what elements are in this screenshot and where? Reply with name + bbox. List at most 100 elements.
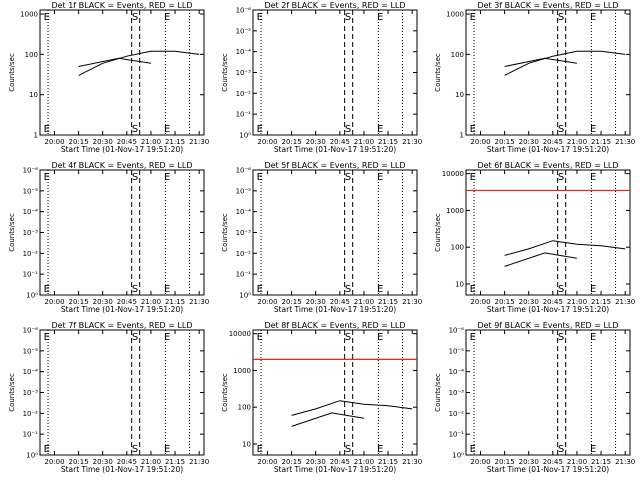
marker-flag-s: S bbox=[345, 444, 351, 455]
x-tick-label: 20:30 bbox=[93, 138, 113, 146]
y-tick-label: 10 bbox=[242, 440, 251, 448]
y-axis-label: Counts/sec bbox=[8, 53, 16, 92]
marker-flag-e_end: E bbox=[590, 332, 596, 343]
y-axis-label: Counts/sec bbox=[8, 373, 16, 412]
marker-flag-e_start: E bbox=[257, 332, 263, 343]
y-tick-label: 100 bbox=[238, 404, 251, 412]
y-tick-label: 10⁻² bbox=[449, 410, 465, 418]
x-tick-label: 21:00 bbox=[141, 298, 161, 306]
y-tick-label: 10⁻⁴ bbox=[236, 208, 252, 216]
x-tick-label: 20:00 bbox=[470, 298, 490, 306]
x-tick-label: 20:00 bbox=[257, 298, 277, 306]
x-tick-label: 21:15 bbox=[591, 138, 611, 146]
x-tick-label: 21:15 bbox=[165, 298, 185, 306]
marker-flag-e_end: E bbox=[377, 444, 383, 455]
y-tick-label: 10⁻¹ bbox=[236, 111, 252, 119]
marker-flag-e_start: E bbox=[44, 444, 50, 455]
y-tick-label: 10 bbox=[29, 91, 38, 99]
y-tick-label: 10⁻³ bbox=[236, 229, 252, 237]
x-tick-label: 20:15 bbox=[68, 138, 88, 146]
x-tick-label: 21:15 bbox=[378, 298, 398, 306]
y-tick-label: 10⁻² bbox=[236, 250, 252, 258]
y-axis-label: Counts/sec bbox=[434, 373, 442, 412]
y-tick-label: 10⁻⁴ bbox=[236, 48, 252, 56]
x-tick-label: 20:15 bbox=[494, 298, 514, 306]
panel-title: Det 1f BLACK = Events, RED = LLD bbox=[51, 1, 192, 10]
x-tick-label: 21:15 bbox=[591, 458, 611, 466]
x-tick-label: 21:30 bbox=[615, 138, 635, 146]
x-tick-label: 20:15 bbox=[281, 138, 301, 146]
y-tick-label: 10⁻⁴ bbox=[23, 368, 39, 376]
marker-flag-s: S bbox=[132, 12, 138, 23]
y-axis-label: Counts/sec bbox=[8, 213, 16, 252]
x-tick-label: 20:45 bbox=[117, 298, 137, 306]
panel-title: Det 8f BLACK = Events, RED = LLD bbox=[264, 321, 405, 330]
x-tick-label: 20:30 bbox=[306, 298, 326, 306]
plot-frame bbox=[465, 329, 631, 456]
x-tick-label: 21:15 bbox=[378, 458, 398, 466]
x-axis-label: Start Time (01-Nov-17 19:51:20) bbox=[487, 305, 609, 314]
panel-title: Det 5f BLACK = Events, RED = LLD bbox=[264, 161, 405, 170]
y-tick-label: 10⁰ bbox=[452, 452, 464, 460]
marker-flag-e_start: E bbox=[257, 444, 263, 455]
x-tick-label: 21:00 bbox=[354, 298, 374, 306]
x-tick-label: 20:00 bbox=[470, 458, 490, 466]
y-tick-label: 10⁻⁶ bbox=[236, 167, 252, 175]
x-axis-label: Start Time (01-Nov-17 19:51:20) bbox=[61, 305, 183, 314]
events-series-segment bbox=[504, 57, 577, 67]
panel-title: Det 9f BLACK = Events, RED = LLD bbox=[477, 321, 618, 330]
y-tick-label: 10⁻¹ bbox=[23, 431, 39, 439]
x-tick-label: 21:30 bbox=[402, 138, 422, 146]
y-tick-label: 10⁻⁵ bbox=[236, 27, 252, 35]
x-tick-label: 21:00 bbox=[567, 458, 587, 466]
y-tick-label: 10⁻³ bbox=[23, 229, 39, 237]
x-tick-label: 21:30 bbox=[189, 138, 209, 146]
detector-panel-2: Det 2f BLACK = Events, RED = LLD 10⁰ 10⁻¹ 1… bbox=[221, 1, 422, 154]
marker-flag-e_start: E bbox=[470, 332, 476, 343]
y-tick-label: 10⁰ bbox=[239, 292, 251, 300]
x-tick-label: 21:15 bbox=[165, 138, 185, 146]
y-tick-label: 10⁻⁶ bbox=[23, 167, 39, 175]
x-tick-label: 21:15 bbox=[591, 298, 611, 306]
x-tick-label: 20:00 bbox=[44, 138, 64, 146]
x-tick-label: 21:15 bbox=[378, 138, 398, 146]
y-tick-label: 10⁻⁶ bbox=[236, 7, 252, 15]
x-tick-label: 20:00 bbox=[257, 138, 277, 146]
y-tick-label: 10000 bbox=[442, 170, 464, 178]
marker-flag-e_end: E bbox=[590, 172, 596, 183]
detector-panel-4: Det 4f BLACK = Events, RED = LLD 10⁰ 10⁻¹ 1… bbox=[8, 161, 209, 314]
y-tick-label: 1 bbox=[460, 132, 464, 140]
marker-flag-e_end: E bbox=[590, 124, 596, 135]
x-tick-label: 20:00 bbox=[470, 138, 490, 146]
x-tick-label: 21:30 bbox=[189, 458, 209, 466]
marker-flag-s: S bbox=[132, 172, 138, 183]
x-tick-label: 20:45 bbox=[330, 138, 350, 146]
marker-flag-s: S bbox=[345, 12, 351, 23]
plot-frame bbox=[252, 169, 418, 296]
events-series-segment bbox=[504, 252, 577, 267]
y-tick-label: 10⁻² bbox=[23, 250, 39, 258]
marker-flag-e_start: E bbox=[44, 332, 50, 343]
y-tick-label: 10⁻⁵ bbox=[236, 187, 252, 195]
marker-flag-s: S bbox=[558, 124, 564, 135]
events-series-segment bbox=[78, 57, 151, 67]
y-tick-label: 10⁻⁶ bbox=[449, 327, 465, 335]
plot-frame bbox=[39, 329, 205, 456]
y-tick-label: 10 bbox=[455, 280, 464, 288]
detector-panel-8: Det 8f BLACK = Events, RED = LLD 10 100 100… bbox=[221, 321, 422, 474]
marker-flag-s: S bbox=[558, 172, 564, 183]
detector-panel-7: Det 7f BLACK = Events, RED = LLD 10⁰ 10⁻¹ 1… bbox=[8, 321, 209, 474]
events-series-segment bbox=[291, 400, 413, 416]
y-tick-label: 1000 bbox=[233, 367, 251, 375]
marker-flag-s: S bbox=[345, 284, 351, 295]
marker-flag-s: S bbox=[132, 124, 138, 135]
panel-title: Det 2f BLACK = Events, RED = LLD bbox=[264, 1, 405, 10]
marker-flag-s: S bbox=[132, 284, 138, 295]
marker-flag-e_end: E bbox=[377, 172, 383, 183]
x-tick-label: 21:00 bbox=[567, 298, 587, 306]
y-tick-label: 10⁰ bbox=[26, 292, 38, 300]
y-tick-label: 10⁻¹ bbox=[449, 431, 465, 439]
detector-panel-9: Det 9f BLACK = Events, RED = LLD 10⁰ 10⁻¹ 1… bbox=[434, 321, 635, 474]
x-tick-label: 20:45 bbox=[543, 458, 563, 466]
events-series-segment bbox=[504, 50, 626, 76]
